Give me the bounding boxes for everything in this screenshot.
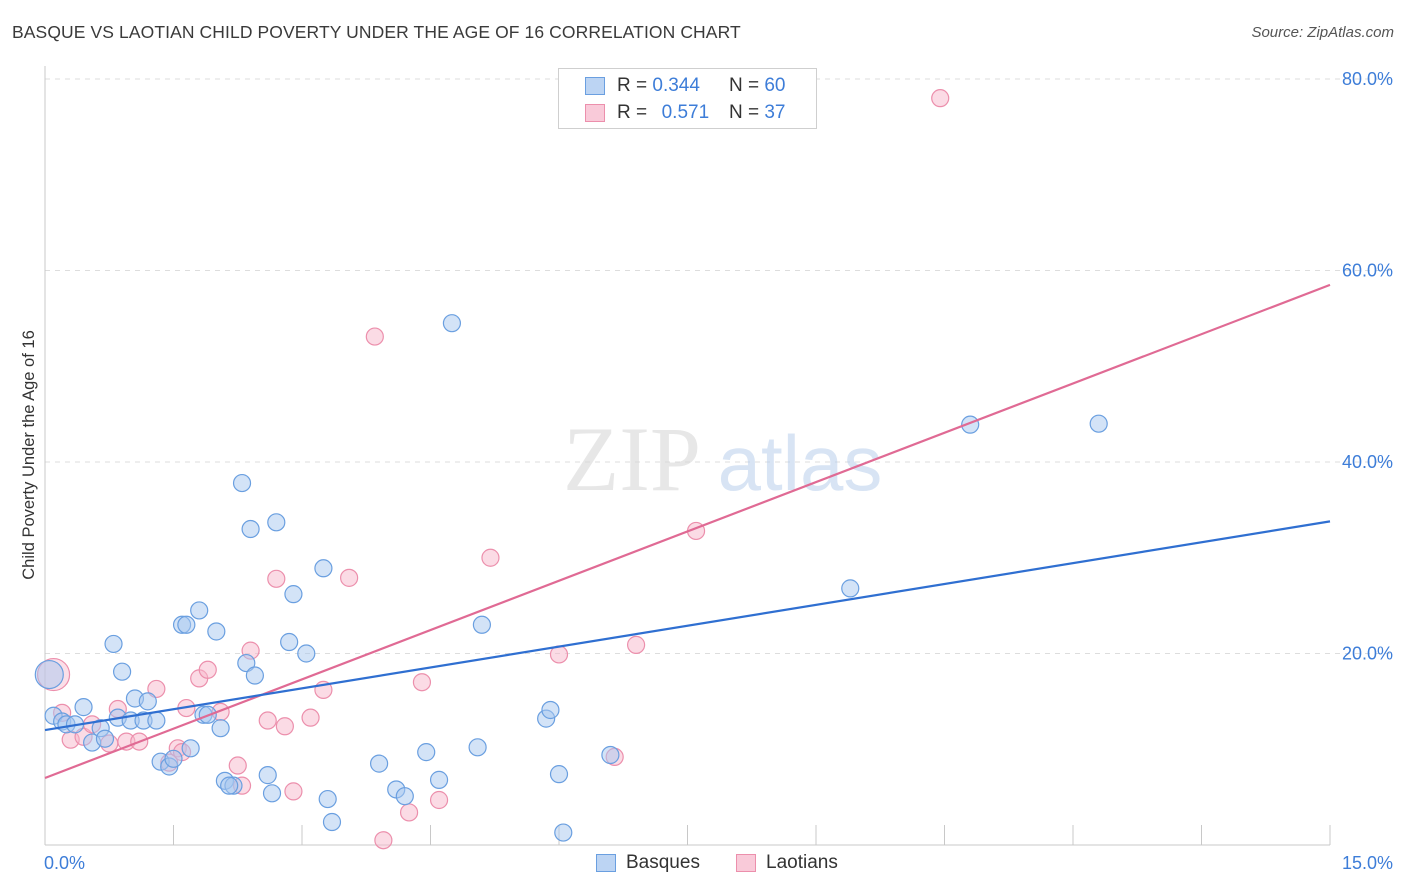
basques-point <box>207 622 226 641</box>
laotians-point <box>481 548 500 567</box>
basques-point <box>177 615 196 634</box>
laotians-swatch <box>736 854 756 872</box>
basques-point <box>95 729 115 748</box>
basques-point <box>284 585 303 604</box>
basques-point <box>549 765 569 784</box>
basques-point <box>262 784 282 803</box>
basques-point <box>267 513 286 532</box>
basques-point <box>190 601 209 620</box>
basques-point <box>232 473 252 493</box>
legend-row-basques: R = 0.344 N = 60 <box>585 75 785 97</box>
bottom-legend-laotians-label: Laotians <box>766 852 838 873</box>
laotians-point <box>198 660 217 679</box>
basques-point <box>468 738 487 757</box>
basques-point <box>138 692 157 711</box>
trend-lines <box>44 283 1331 780</box>
bottom-legend-basques: Basques <box>596 852 700 874</box>
basques-point <box>220 776 239 795</box>
y-axis-label: Child Poverty Under the Age of 16 <box>20 330 38 579</box>
bottom-legend-laotians: Laotians <box>736 852 838 874</box>
basques-point <box>112 662 132 681</box>
basques-point <box>554 823 573 842</box>
laotians-point <box>365 327 384 346</box>
chart-title: BASQUE VS LAOTIAN CHILD POVERTY UNDER TH… <box>12 22 741 42</box>
legend-row-laotians: R = 0.571 N = 37 <box>585 102 785 124</box>
watermark: ZIP atlas <box>563 408 882 510</box>
basques-point <box>147 711 166 730</box>
basques-point <box>1089 414 1108 433</box>
laotians-point <box>399 803 419 822</box>
y-tick-label: 60.0% <box>1342 261 1393 281</box>
basques-point <box>429 770 449 789</box>
legend-n-label: N = <box>728 102 760 123</box>
laotians-point <box>284 782 303 801</box>
legend-n-label: N = <box>728 75 760 96</box>
basques-point <box>841 579 860 598</box>
legend-r-value: 0.344 <box>652 75 700 96</box>
legend-r-label: R = <box>617 102 648 123</box>
laotians-point <box>267 569 286 588</box>
basques-point <box>442 314 462 333</box>
basques-point <box>280 632 299 652</box>
x-tick-label: 0.0% <box>44 853 85 873</box>
laotians-point <box>147 679 166 699</box>
watermark-zip: ZIP <box>563 408 701 510</box>
y-tick-label: 80.0% <box>1342 69 1393 89</box>
laotians-swatch <box>585 104 605 122</box>
laotians-point <box>301 708 320 727</box>
basques-points <box>34 314 1108 842</box>
laotians-point <box>626 635 646 654</box>
basques-point <box>601 745 620 765</box>
basques-point <box>297 644 316 663</box>
basques-point <box>318 789 337 809</box>
basques-point <box>34 659 64 690</box>
legend-r-value: 0.571 <box>661 102 710 123</box>
x-tick-label: 15.0% <box>1342 853 1393 873</box>
basques-point <box>322 812 342 832</box>
laotians-point <box>340 568 359 587</box>
basques-point <box>370 754 389 773</box>
legend-r-label: R = <box>617 75 648 96</box>
basques-point <box>211 719 230 738</box>
tick-labels: 20.0% 40.0% 60.0% 80.0% 0.0% 15.0% <box>44 69 1393 873</box>
correlation-legend: R = 0.344 N = 60 R = 0.571 N = 37 <box>558 68 817 129</box>
laotians-point <box>228 756 247 775</box>
y-tick-label: 40.0% <box>1342 452 1393 472</box>
legend-n-value: 37 <box>764 102 786 123</box>
basques-point <box>245 666 264 685</box>
grid-lines <box>45 78 1393 654</box>
basques-point <box>395 787 414 806</box>
basques-point <box>258 766 277 785</box>
laotians-trend-line <box>44 283 1331 780</box>
laotians-point <box>412 673 432 692</box>
basques-swatch <box>596 854 616 872</box>
basques-point <box>417 743 436 762</box>
basques-point <box>541 700 560 720</box>
watermark-atlas: atlas <box>718 419 883 507</box>
basques-point <box>237 653 256 673</box>
laotians-point <box>275 717 294 736</box>
laotians-point <box>429 790 449 810</box>
legend-n-value: 60 <box>764 75 786 96</box>
basques-point <box>74 698 93 717</box>
basques-point <box>104 634 123 654</box>
basques-swatch <box>585 77 605 95</box>
basques-point <box>241 519 260 539</box>
basques-point <box>472 615 491 634</box>
source-label: Source: ZipAtlas.com <box>1251 24 1394 41</box>
basques-trend-line <box>44 520 1331 732</box>
y-tick-label: 20.0% <box>1342 644 1393 664</box>
laotians-point <box>374 831 393 850</box>
basques-point <box>164 749 183 768</box>
bottom-legend-basques-label: Basques <box>626 852 700 873</box>
basques-point <box>314 559 333 578</box>
laotians-point <box>931 89 950 108</box>
basques-point <box>181 739 200 758</box>
laotians-point <box>258 711 277 730</box>
